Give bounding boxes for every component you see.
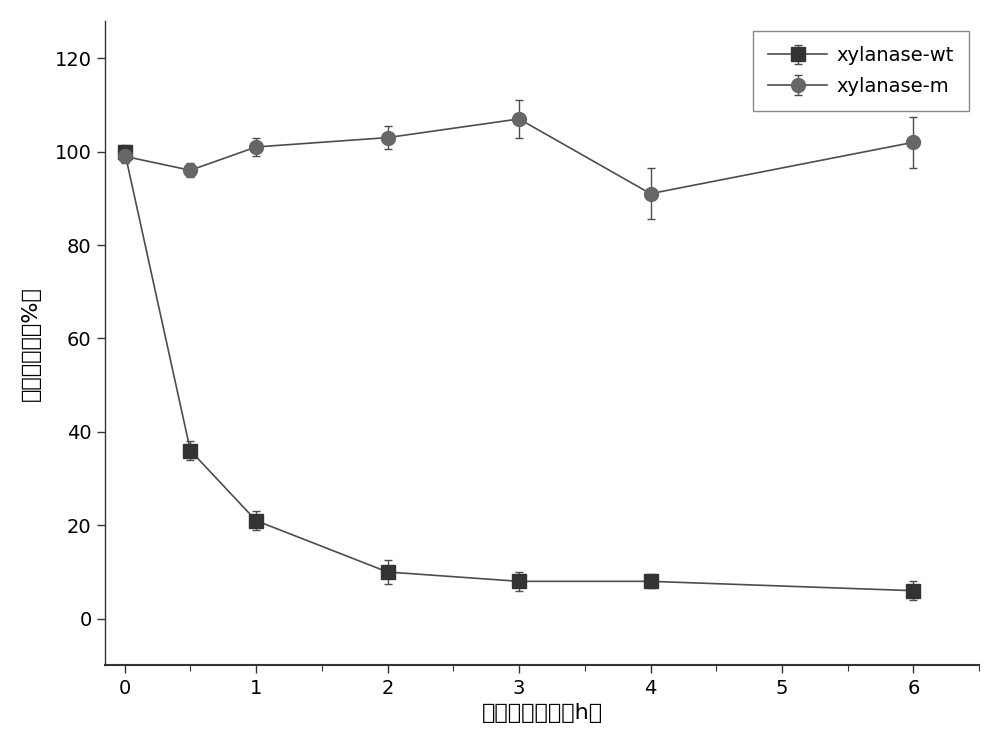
Legend: xylanase-wt, xylanase-m: xylanase-wt, xylanase-m — [753, 31, 969, 112]
X-axis label: 酶热处理时间（h）: 酶热处理时间（h） — [481, 703, 603, 723]
Y-axis label: 相对酶活力（%）: 相对酶活力（%） — [21, 286, 41, 400]
